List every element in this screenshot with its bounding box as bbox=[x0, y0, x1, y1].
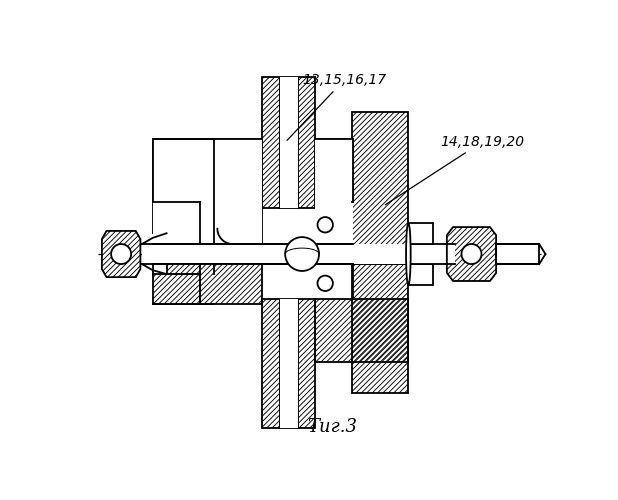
Bar bbox=[408, 223, 433, 285]
Bar bbox=[153, 138, 262, 244]
Polygon shape bbox=[262, 77, 315, 208]
Text: 14,18,19,20: 14,18,19,20 bbox=[385, 134, 525, 205]
Circle shape bbox=[285, 237, 319, 271]
Polygon shape bbox=[167, 202, 262, 244]
Circle shape bbox=[111, 244, 131, 264]
Polygon shape bbox=[153, 202, 200, 233]
Bar bbox=[279, 77, 298, 208]
Polygon shape bbox=[153, 138, 262, 202]
Circle shape bbox=[318, 217, 333, 232]
Bar bbox=[315, 138, 353, 244]
Bar bbox=[279, 298, 298, 428]
Polygon shape bbox=[447, 227, 496, 281]
Ellipse shape bbox=[406, 223, 411, 285]
Polygon shape bbox=[315, 298, 408, 362]
Bar bbox=[496, 244, 540, 264]
Circle shape bbox=[318, 276, 333, 291]
Text: 13,15,16,17: 13,15,16,17 bbox=[287, 73, 386, 140]
Bar bbox=[352, 244, 408, 264]
Polygon shape bbox=[352, 112, 408, 392]
Polygon shape bbox=[153, 274, 200, 304]
Polygon shape bbox=[315, 138, 353, 202]
Text: Τиг.3: Τиг.3 bbox=[307, 418, 357, 436]
Polygon shape bbox=[102, 231, 140, 277]
Bar bbox=[142, 244, 410, 264]
Polygon shape bbox=[167, 264, 262, 304]
Bar bbox=[408, 244, 455, 264]
Polygon shape bbox=[262, 298, 315, 428]
Circle shape bbox=[462, 244, 481, 264]
